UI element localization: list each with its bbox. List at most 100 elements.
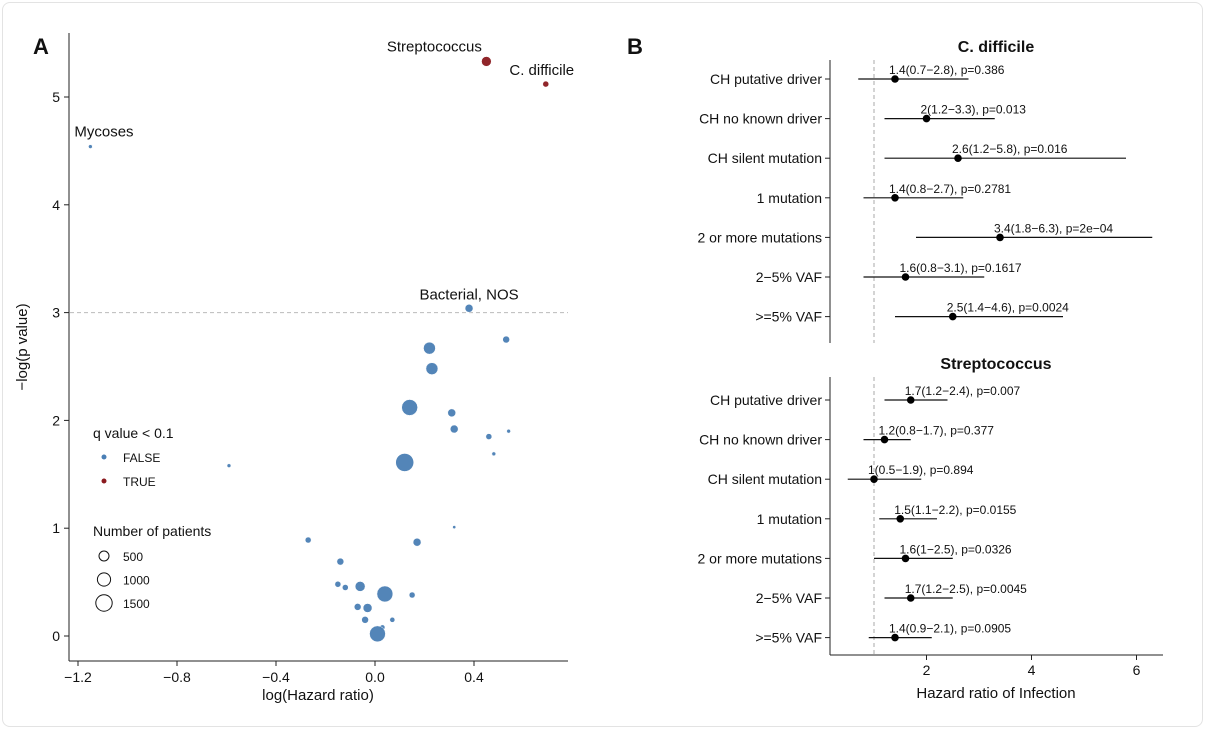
estimate-label: 1.4(0.7−2.8), p=0.386	[889, 63, 1005, 77]
data-point	[362, 603, 373, 613]
data-point	[542, 80, 550, 88]
x-tick-label: 6	[1133, 662, 1141, 678]
hr-point	[948, 312, 957, 321]
data-point	[481, 56, 492, 67]
row-label: >=5% VAF	[755, 630, 822, 646]
data-point	[485, 433, 493, 440]
point-label: Bacterial, NOS	[419, 286, 518, 303]
point-label: Mycoses	[74, 124, 133, 141]
data-point	[447, 408, 456, 418]
x-axis-title-b: Hazard ratio of Infection	[916, 685, 1075, 702]
x-tick-label: −1.2	[64, 669, 92, 685]
hr-point	[906, 396, 915, 404]
hr-point	[922, 114, 931, 123]
legend-color-label: FALSE	[123, 451, 160, 465]
panel-label-b: B	[627, 34, 643, 59]
data-point	[401, 399, 418, 416]
row-label: CH putative driver	[710, 392, 822, 408]
data-point	[412, 537, 422, 547]
group-title: Streptococcus	[940, 356, 1051, 373]
data-point	[369, 625, 386, 643]
data-point	[425, 362, 439, 375]
data-point	[423, 341, 436, 355]
estimate-label: 1.4(0.9−2.1), p=0.0905	[889, 622, 1011, 636]
hr-point	[891, 194, 899, 202]
data-point	[334, 581, 342, 588]
x-tick-label: 0.0	[365, 669, 385, 685]
data-point	[452, 525, 457, 529]
data-point	[361, 616, 369, 624]
legend-size-label: 500	[123, 550, 143, 564]
estimate-label: 2.5(1.4−4.6), p=0.0024	[947, 301, 1069, 315]
row-label: CH silent mutation	[708, 150, 822, 166]
point-label: C. difficile	[509, 62, 574, 79]
y-tick-label: 2	[52, 412, 60, 428]
hr-point	[880, 435, 889, 444]
legend-size-label: 1000	[123, 574, 150, 588]
estimate-label: 1.4(0.8−2.7), p=0.2781	[889, 182, 1011, 196]
estimate-label: 1.6(1−2.5), p=0.0326	[900, 542, 1012, 556]
data-point	[353, 603, 362, 611]
legend-color-label: TRUE	[123, 475, 156, 489]
data-point	[506, 428, 511, 434]
row-label: CH no known driver	[699, 111, 822, 127]
data-point	[376, 585, 394, 603]
hr-point	[954, 154, 962, 162]
y-axis-title: −log(p value)	[14, 303, 31, 390]
row-label: CH silent mutation	[708, 471, 822, 487]
estimate-label: 1.6(0.8−3.1), p=0.1617	[900, 261, 1022, 275]
y-tick-label: 4	[52, 197, 60, 213]
data-point	[408, 591, 416, 599]
row-label: 2−5% VAF	[756, 269, 822, 285]
x-tick-label: −0.4	[262, 669, 290, 685]
row-label: 2 or more mutations	[698, 550, 823, 566]
hr-point	[906, 594, 915, 602]
x-tick-label: 0.4	[464, 669, 484, 685]
y-tick-label: 5	[52, 89, 60, 105]
y-tick-label: 3	[52, 305, 60, 321]
estimate-label: 1.5(1.1−2.2), p=0.0155	[894, 503, 1016, 517]
estimate-label: 1.7(1.2−2.5), p=0.0045	[905, 582, 1027, 596]
legend-color-title: q value < 0.1	[93, 425, 174, 441]
legend-size-swatch	[98, 550, 110, 562]
point-label: Streptococcus	[387, 38, 482, 55]
legend-color-swatch	[101, 478, 107, 484]
estimate-label: 1(0.5−1.9), p=0.894	[868, 463, 974, 477]
hr-point	[996, 233, 1004, 242]
hr-point	[891, 75, 899, 83]
x-tick-label: −0.8	[163, 669, 191, 685]
row-label: >=5% VAF	[755, 309, 822, 325]
row-label: 1 mutation	[757, 190, 822, 206]
data-point	[389, 617, 396, 623]
hr-point	[901, 554, 910, 563]
data-point	[354, 581, 366, 592]
panel-label-a: A	[33, 34, 49, 59]
estimate-label: 2(1.2−3.3), p=0.013	[921, 103, 1027, 117]
hr-point	[870, 475, 878, 484]
hr-point	[891, 633, 899, 642]
data-point	[395, 453, 414, 472]
row-label: CH no known driver	[699, 432, 822, 448]
estimate-label: 1.7(1.2−2.4), p=0.007	[905, 384, 1021, 398]
data-point	[342, 584, 349, 591]
data-point	[502, 335, 510, 344]
y-tick-label: 0	[52, 628, 60, 644]
legend-size-swatch	[95, 594, 113, 612]
data-point	[491, 451, 497, 457]
row-label: CH putative driver	[710, 71, 822, 87]
hr-point	[896, 515, 905, 523]
row-label: 2 or more mutations	[698, 229, 823, 245]
y-tick-label: 1	[52, 520, 60, 536]
data-point	[88, 144, 93, 149]
data-point	[449, 424, 459, 434]
x-tick-label: 2	[923, 662, 931, 678]
legend-size-label: 1500	[123, 597, 150, 611]
data-point	[226, 463, 232, 468]
legend-size-swatch	[96, 572, 112, 587]
data-point	[336, 557, 345, 566]
estimate-label: 2.6(1.2−5.8), p=0.016	[952, 142, 1068, 156]
group-title: C. difficile	[958, 39, 1035, 56]
data-point	[304, 536, 312, 544]
